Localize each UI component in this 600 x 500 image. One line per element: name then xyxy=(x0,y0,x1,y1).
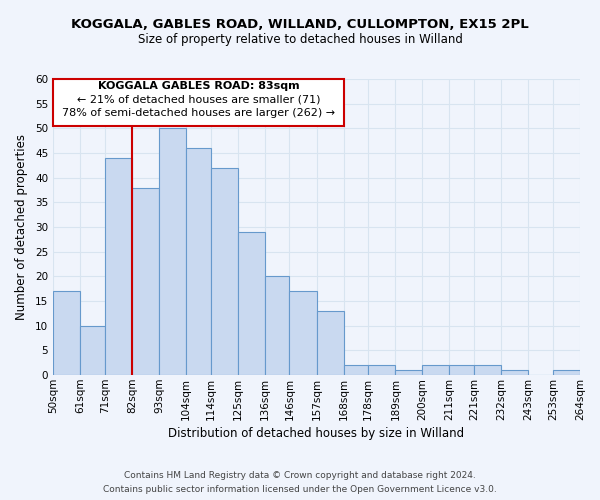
Y-axis label: Number of detached properties: Number of detached properties xyxy=(15,134,28,320)
Text: Size of property relative to detached houses in Willand: Size of property relative to detached ho… xyxy=(137,32,463,46)
Bar xyxy=(211,168,238,375)
Text: ← 21% of detached houses are smaller (71): ← 21% of detached houses are smaller (71… xyxy=(77,94,320,104)
Bar xyxy=(159,128,186,375)
Bar xyxy=(368,366,395,375)
Bar xyxy=(265,276,289,375)
Text: 78% of semi-detached houses are larger (262) →: 78% of semi-detached houses are larger (… xyxy=(62,108,335,118)
Bar xyxy=(80,326,105,375)
Bar xyxy=(553,370,580,375)
Bar xyxy=(317,311,344,375)
Bar xyxy=(105,158,132,375)
Bar xyxy=(422,366,449,375)
Text: Contains HM Land Registry data © Crown copyright and database right 2024.: Contains HM Land Registry data © Crown c… xyxy=(124,472,476,480)
Bar xyxy=(238,232,265,375)
Bar xyxy=(132,188,159,375)
Bar xyxy=(449,366,474,375)
Bar xyxy=(501,370,528,375)
Text: Contains public sector information licensed under the Open Government Licence v3: Contains public sector information licen… xyxy=(103,484,497,494)
Bar xyxy=(53,79,344,126)
Text: KOGGALA GABLES ROAD: 83sqm: KOGGALA GABLES ROAD: 83sqm xyxy=(98,82,299,92)
Bar xyxy=(344,366,368,375)
X-axis label: Distribution of detached houses by size in Willand: Distribution of detached houses by size … xyxy=(169,427,464,440)
Bar xyxy=(289,291,317,375)
Bar xyxy=(186,148,211,375)
Bar xyxy=(53,291,80,375)
Text: KOGGALA, GABLES ROAD, WILLAND, CULLOMPTON, EX15 2PL: KOGGALA, GABLES ROAD, WILLAND, CULLOMPTO… xyxy=(71,18,529,30)
Bar xyxy=(395,370,422,375)
Bar xyxy=(474,366,501,375)
